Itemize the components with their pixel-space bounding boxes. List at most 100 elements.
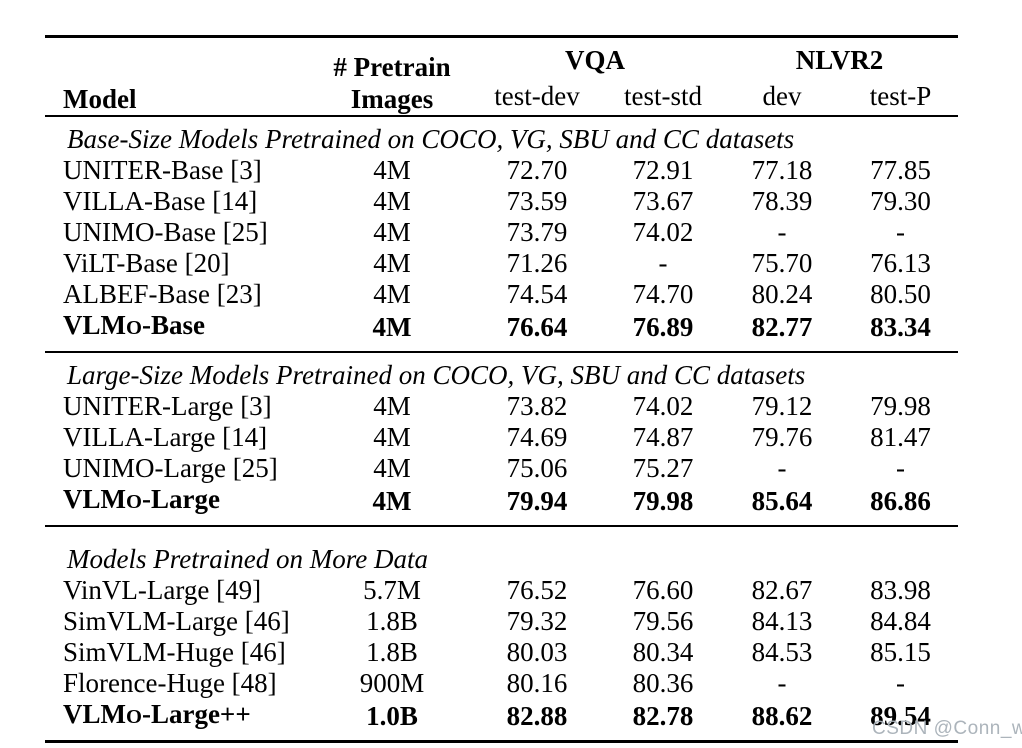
pretrain-cell: 4M [373,453,411,483]
value-cell: - [896,453,905,483]
model-cell: VLMO-Large++ [63,699,251,729]
value-cell: 80.50 [870,279,931,309]
model-cell: VLMO-Large [63,484,220,514]
value-cell: 73.59 [506,186,568,216]
value-cell: - [896,668,905,698]
pretrain-cell: 4M [373,217,411,247]
watermark: CSDN @Conn_w [872,718,1022,739]
table-row: ALBEF-Base [23] 4M 74.54 74.70 80.24 80.50 [45,279,958,310]
value-cell: 82.67 [751,575,813,605]
value-cell: 84.53 [751,637,813,667]
value-cell: 80.36 [632,668,694,698]
value-cell: 74.02 [632,217,694,247]
value-cell: - [777,217,787,247]
value-cell: 85.15 [870,637,931,667]
pretrain-cell: 4M [372,485,412,516]
value-cell: 73.79 [506,217,568,247]
pretrain-cell: 5.7M [363,575,421,605]
table-row: VinVL-Large [49] 5.7M 76.52 76.60 82.67 83.98 [45,575,958,606]
col-header-pretrain-line1: # Pretrain [333,52,451,82]
col-group-nlvr2: NLVR2 [795,45,884,75]
table-row: VLMO-Large++ 1.0B 82.88 82.78 88.62 89.54 [45,699,958,742]
pretrain-cell: 4M [373,391,411,421]
value-cell: 76.52 [506,575,568,605]
table-row: VLMO-Large 4M 79.94 79.98 85.64 86.86 [45,484,958,526]
table-row: SimVLM-Huge [46] 1.8B 80.03 80.34 84.53 85.15 [45,637,958,668]
value-cell: 73.67 [632,186,694,216]
col-header-dev: dev [762,80,802,111]
value-cell: 77.85 [870,155,931,185]
header-sub-row: test-dev test-std dev test-P [45,77,958,116]
value-cell: 86.86 [870,485,931,516]
pretrain-cell: 1.8B [366,606,418,636]
model-cell: VILLA-Large [14] [63,422,268,452]
value-cell: 80.34 [632,637,694,667]
table-row: UNIMO-Base [25] 4M 73.79 74.02 - - [45,217,958,248]
model-cell: VLMO-Base [63,310,205,340]
value-cell: 74.70 [632,279,694,309]
table-row: SimVLM-Large [46] 1.8B 79.32 79.56 84.13 84.8… [45,606,958,637]
value-cell: 82.88 [506,700,568,731]
pretrain-cell: 1.0B [366,700,418,731]
pretrain-cell: 4M [373,248,411,278]
col-group-vqa: VQA [565,45,625,75]
table-row: UNITER-Base [3] 4M 72.70 72.91 77.18 77.85 [45,155,958,186]
value-cell: 72.91 [632,155,694,185]
col-header-model: Model [63,84,137,114]
header-group-row: Model # Pretrain Images VQA NLVR2 [45,37,958,114]
value-cell: - [896,217,905,247]
value-cell: 74.02 [632,391,694,421]
table-row: Florence-Huge [48] 900M 80.16 80.36 - - [45,668,958,699]
table-body: Base-Size Models Pretrained on COCO, VG,… [45,116,958,742]
pretrain-cell: 1.8B [366,637,418,667]
value-cell: 84.13 [751,606,813,636]
col-header-test-dev: test-dev [494,80,580,111]
value-cell: 79.56 [632,606,694,636]
value-cell: 83.98 [870,575,931,605]
pretrain-cell: 4M [373,279,411,309]
col-header-pretrain: # Pretrain Images [315,37,469,117]
section-title-row: Base-Size Models Pretrained on COCO, VG,… [45,116,958,155]
value-cell: 75.06 [506,453,568,483]
pretrain-cell: 4M [373,186,411,216]
section-title: Large-Size Models Pretrained on COCO, VG… [45,351,958,391]
value-cell: 74.87 [632,422,694,452]
value-cell: 82.77 [751,311,813,342]
value-cell: 79.76 [751,422,813,452]
model-cell: SimVLM-Huge [46] [63,637,286,667]
table-row: UNITER-Large [3] 4M 73.82 74.02 79.12 79.98 [45,391,958,422]
smallcaps-o: O [126,317,142,339]
value-cell: 89.54 [870,700,931,731]
model-cell: Florence-Huge [48] [63,668,277,698]
value-cell: 79.94 [506,485,568,516]
value-cell: 76.64 [506,311,568,342]
value-cell: 79.30 [870,186,931,216]
value-cell: 88.62 [751,700,813,731]
value-cell: 74.54 [506,279,568,309]
pretrain-cell: 4M [373,422,411,452]
value-cell: 83.34 [870,311,931,342]
value-cell: 75.27 [632,453,694,483]
value-cell: 81.47 [870,422,931,452]
model-cell: UNIMO-Large [25] [63,453,278,483]
model-cell: ViLT-Base [20] [63,248,230,278]
value-cell: 80.03 [506,637,568,667]
model-cell: VinVL-Large [49] [63,575,262,605]
value-cell: 76.89 [632,311,694,342]
model-cell: VILLA-Base [14] [63,186,258,216]
value-cell: 79.98 [632,485,694,516]
results-table: Model # Pretrain Images VQA NLVR2 test-d… [45,35,958,743]
pretrain-cell: 4M [373,155,411,185]
value-cell: 77.18 [751,155,813,185]
smallcaps-o: O [126,706,142,728]
table-row: VILLA-Base [14] 4M 73.59 73.67 78.39 79.30 [45,186,958,217]
section-title: Base-Size Models Pretrained on COCO, VG,… [67,124,795,154]
value-cell: 73.82 [506,391,568,421]
value-cell: 74.69 [506,422,568,452]
pretrain-cell: 4M [372,311,412,342]
table-row: VLMO-Base 4M 76.64 76.89 82.77 83.34 [45,310,958,352]
section-title-row: Models Pretrained on More Data [45,525,958,575]
model-cell: UNITER-Base [3] [63,155,262,185]
value-cell: 79.32 [506,606,568,636]
